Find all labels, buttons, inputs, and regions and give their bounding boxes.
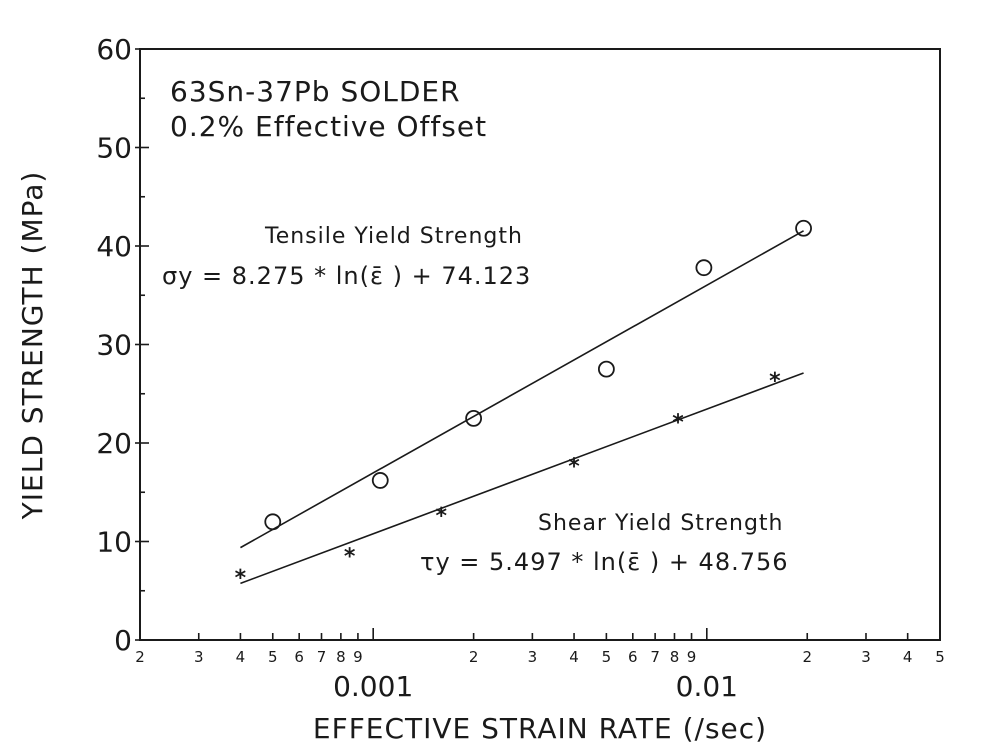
fit-lines (240, 230, 804, 585)
x-axis: 2 3 4 5 6 7 8 9 2 3 4 5 6 7 8 9 2 3 4 50.001 0.01 (135, 628, 945, 703)
shear-data-point: * (235, 566, 247, 591)
shear-data-point: * (568, 455, 580, 480)
x-minor-tick-label: 7 (317, 648, 327, 666)
x-minor-tick-label: 4 (903, 648, 913, 666)
x-minor-tick-label: 2 (469, 648, 479, 666)
x-minor-tick-label: 2 (135, 648, 145, 666)
data-points: * * * * * * (235, 219, 812, 591)
x-minor-tick-label: 3 (194, 648, 204, 666)
x-major-tick-label: 0.001 (333, 670, 413, 703)
shear-data-point: * (436, 504, 448, 529)
tensile-data-point (371, 472, 389, 489)
y-tick-label: 60 (96, 33, 132, 66)
tensile-equation: σy = 8.275 * ln(ε̄ ) + 74.123 (162, 262, 531, 290)
y-tick-label: 50 (96, 132, 132, 165)
chart-title-line-1: 63Sn-37Pb SOLDER (170, 75, 461, 108)
tensile-series-label: Tensile Yield Strength (264, 224, 523, 249)
tensile-data-point (264, 513, 282, 531)
x-minor-tick-label: 5 (268, 648, 278, 666)
shear-series-label: Shear Yield Strength (538, 511, 784, 536)
x-minor-tick-label: 3 (861, 648, 871, 666)
x-minor-tick-label: 4 (236, 648, 246, 666)
x-minor-tick-label: 9 (687, 648, 697, 666)
shear-data-point: * (672, 410, 684, 435)
x-minor-tick-label: 2 (802, 648, 812, 666)
x-major-tick-label: 0.01 (676, 670, 738, 703)
shear-data-point: * (769, 369, 781, 394)
x-minor-tick-label: 4 (569, 648, 579, 666)
shear-data-point: * (344, 544, 356, 569)
shear-equation: τy = 5.497 * ln(ε̄ ) + 48.756 (420, 548, 789, 576)
x-minor-tick-label: 8 (670, 648, 680, 666)
tensile-data-point (795, 219, 812, 237)
x-minor-tick-label: 8 (336, 648, 346, 666)
x-minor-tick-label: 9 (353, 648, 363, 666)
x-minor-tick-label: 5 (602, 648, 612, 666)
y-tick-label: 30 (96, 329, 132, 362)
x-minor-tick-label: 6 (628, 648, 638, 666)
tensile-data-point (465, 409, 483, 427)
x-minor-tick-label: 7 (650, 648, 660, 666)
tensile-fit-line (240, 230, 804, 549)
y-tick-label: 40 (96, 230, 132, 263)
tensile-data-point (695, 259, 713, 277)
y-axis-label: YIELD STRENGTH (MPa) (16, 171, 49, 521)
x-minor-tick-label: 3 (528, 648, 538, 666)
tensile-data-point (597, 360, 615, 378)
y-tick-label: 20 (96, 427, 132, 460)
chart-title-line-2: 0.2% Effective Offset (170, 110, 487, 143)
x-axis-label: EFFECTIVE STRAIN RATE (/sec) (313, 712, 767, 745)
y-tick-label: 0 (114, 624, 132, 657)
x-minor-tick-label: 5 (935, 648, 945, 666)
y-tick-label: 10 (96, 526, 132, 559)
x-minor-tick-label: 6 (294, 648, 304, 666)
shear-fit-line (240, 372, 804, 585)
y-axis: 0 10 20 30 40 50 60 (96, 33, 149, 657)
